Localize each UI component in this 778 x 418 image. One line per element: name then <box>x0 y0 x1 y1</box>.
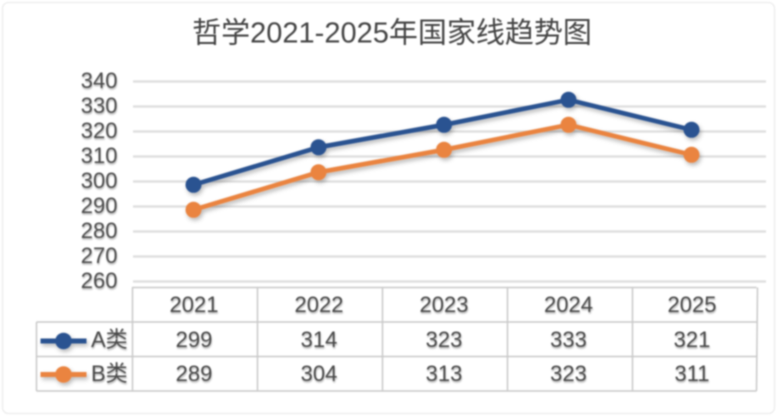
svg-text:323: 323 <box>550 361 587 386</box>
svg-text:314: 314 <box>301 327 338 352</box>
svg-text:300: 300 <box>81 168 118 193</box>
svg-text:304: 304 <box>301 361 338 386</box>
svg-text:2022: 2022 <box>295 292 344 317</box>
svg-text:313: 313 <box>426 361 463 386</box>
svg-text:321: 321 <box>674 327 711 352</box>
svg-text:330: 330 <box>81 93 118 118</box>
svg-text:310: 310 <box>81 143 118 168</box>
svg-text:A类: A类 <box>91 327 128 352</box>
svg-text:290: 290 <box>81 193 118 218</box>
svg-text:哲学2021-2025年国家线趋势图: 哲学2021-2025年国家线趋势图 <box>192 17 592 50</box>
svg-text:270: 270 <box>81 243 118 268</box>
svg-text:280: 280 <box>81 218 118 243</box>
svg-text:2023: 2023 <box>420 292 469 317</box>
svg-text:B类: B类 <box>91 361 128 386</box>
svg-text:2025: 2025 <box>668 292 717 317</box>
svg-text:2024: 2024 <box>544 292 593 317</box>
svg-text:299: 299 <box>176 327 213 352</box>
svg-text:289: 289 <box>176 361 213 386</box>
svg-text:260: 260 <box>81 268 118 293</box>
svg-text:323: 323 <box>426 327 463 352</box>
svg-text:2021: 2021 <box>170 292 219 317</box>
svg-text:311: 311 <box>674 361 709 386</box>
svg-text:333: 333 <box>550 327 587 352</box>
svg-text:340: 340 <box>81 68 118 93</box>
svg-text:320: 320 <box>81 118 118 143</box>
